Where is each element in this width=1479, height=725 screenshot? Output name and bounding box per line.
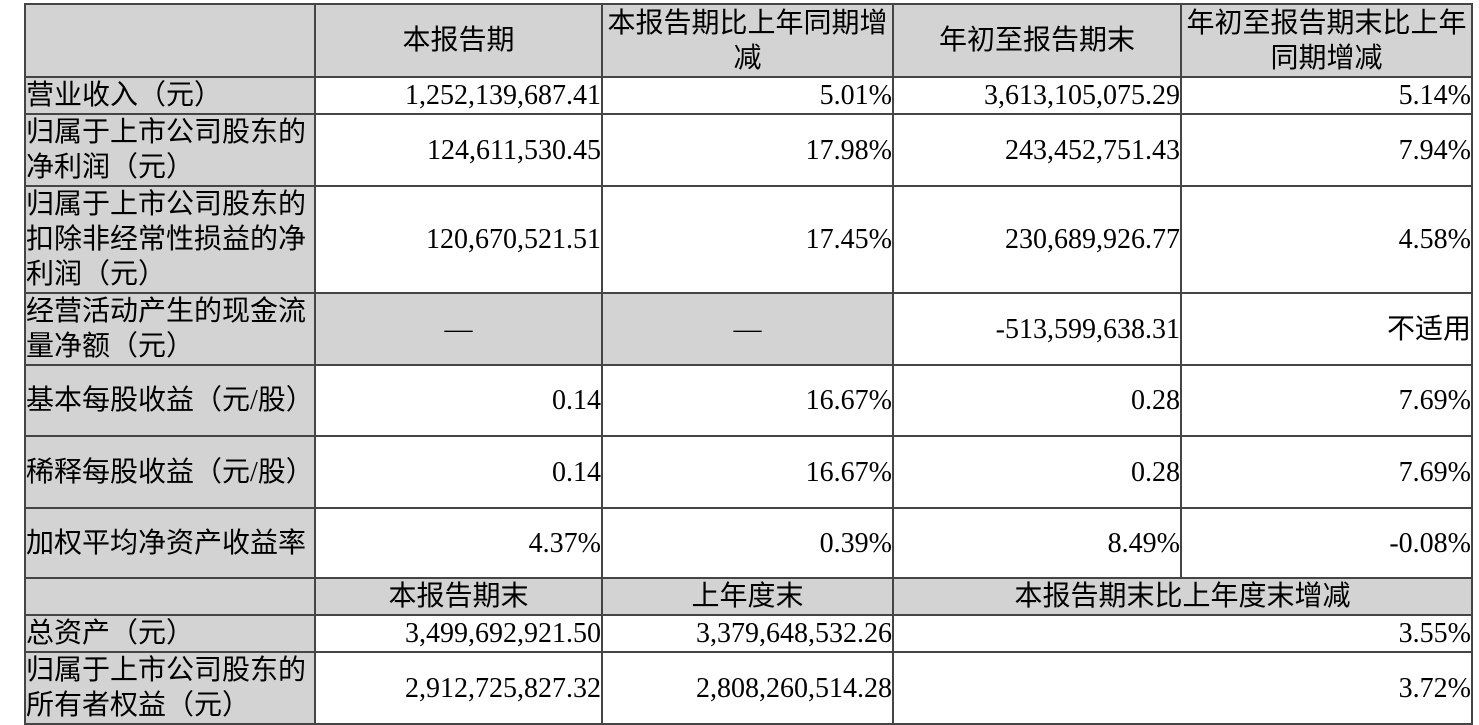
row-label: 归属于上市公司股东的扣除非经常性损益的净利润（元） (24, 185, 316, 294)
row-label: 归属于上市公司股东的所有者权益（元） (24, 651, 316, 725)
value-cell: 7.69% (1180, 435, 1473, 509)
value-cell: 4.37% (314, 507, 603, 579)
row-operating-cash-flow: 经营活动产生的现金流量净额（元） — — -513,599,638.31 不适用 (24, 292, 1473, 366)
row-owners-equity: 归属于上市公司股东的所有者权益（元） 2,912,725,827.32 2,80… (24, 651, 1473, 725)
subheader-cell-end-of-last-year: 上年度末 (601, 577, 894, 616)
value-cell: 5.01% (601, 76, 894, 115)
subheader-cell-blank (24, 577, 316, 616)
value-cell: 0.14 (314, 435, 603, 509)
value-cell: 0.28 (892, 364, 1182, 437)
value-cell: -0.08% (1180, 507, 1473, 579)
value-cell: 17.98% (601, 113, 894, 187)
row-net-profit-excl-nonrecurring: 归属于上市公司股东的扣除非经常性损益的净利润（元） 120,670,521.51… (24, 185, 1473, 294)
row-label: 基本每股收益（元/股） (24, 364, 316, 437)
row-label: 稀释每股收益（元/股） (24, 435, 316, 509)
header-row: 本报告期 本报告期比上年同期增减 年初至报告期末 年初至报告期末比上年同期增减 (24, 3, 1473, 78)
subheader-cell-period-vs-last-year-change: 本报告期末比上年度末增减 (892, 577, 1473, 616)
header-cell-current-period: 本报告期 (314, 3, 603, 78)
value-cell: 3.55% (892, 614, 1473, 653)
value-cell: 7.69% (1180, 364, 1473, 437)
value-cell: 243,452,751.43 (892, 113, 1182, 187)
value-cell: 8.49% (892, 507, 1182, 579)
value-cell: 3,499,692,921.50 (314, 614, 603, 653)
value-cell: 1,252,139,687.41 (314, 76, 603, 115)
value-cell: 4.58% (1180, 185, 1473, 294)
value-cell: 3.72% (892, 651, 1473, 725)
value-cell: -513,599,638.31 (892, 292, 1182, 366)
value-cell: 0.28 (892, 435, 1182, 509)
header-cell-current-period-yoy-change: 本报告期比上年同期增减 (601, 3, 894, 78)
subheader-cell-end-of-period: 本报告期末 (314, 577, 603, 616)
subheader-row: 本报告期末 上年度末 本报告期末比上年度末增减 (24, 577, 1473, 616)
row-label: 加权平均净资产收益率 (24, 507, 316, 579)
row-weighted-avg-roe: 加权平均净资产收益率 4.37% 0.39% 8.49% -0.08% (24, 507, 1473, 579)
value-cell: 3,613,105,075.29 (892, 76, 1182, 115)
value-cell: 0.39% (601, 507, 894, 579)
value-cell: 3,379,648,532.26 (601, 614, 894, 653)
value-cell: 120,670,521.51 (314, 185, 603, 294)
value-cell: 7.94% (1180, 113, 1473, 187)
value-cell: 16.67% (601, 435, 894, 509)
row-net-profit: 归属于上市公司股东的净利润（元） 124,611,530.45 17.98% 2… (24, 113, 1473, 187)
header-cell-year-to-date: 年初至报告期末 (892, 3, 1182, 78)
header-cell-blank (24, 3, 316, 78)
row-label: 归属于上市公司股东的净利润（元） (24, 113, 316, 187)
value-cell: 5.14% (1180, 76, 1473, 115)
value-cell: 2,912,725,827.32 (314, 651, 603, 725)
value-cell: 不适用 (1180, 292, 1473, 366)
value-cell-empty: — (314, 292, 603, 366)
row-label: 经营活动产生的现金流量净额（元） (24, 292, 316, 366)
value-cell: 16.67% (601, 364, 894, 437)
value-cell: 230,689,926.77 (892, 185, 1182, 294)
value-cell: 124,611,530.45 (314, 113, 603, 187)
row-label: 总资产（元） (24, 614, 316, 653)
header-cell-year-to-date-yoy-change: 年初至报告期末比上年同期增减 (1180, 3, 1473, 78)
value-cell: 17.45% (601, 185, 894, 294)
row-basic-eps: 基本每股收益（元/股） 0.14 16.67% 0.28 7.69% (24, 364, 1473, 437)
row-label: 营业收入（元） (24, 76, 316, 115)
row-operating-revenue: 营业收入（元） 1,252,139,687.41 5.01% 3,613,105… (24, 76, 1473, 115)
value-cell: 2,808,260,514.28 (601, 651, 894, 725)
value-cell-empty: — (601, 292, 894, 366)
row-total-assets: 总资产（元） 3,499,692,921.50 3,379,648,532.26… (24, 614, 1473, 653)
row-diluted-eps: 稀释每股收益（元/股） 0.14 16.67% 0.28 7.69% (24, 435, 1473, 509)
financial-summary-table: 本报告期 本报告期比上年同期增减 年初至报告期末 年初至报告期末比上年同期增减 … (24, 3, 1473, 725)
value-cell: 0.14 (314, 364, 603, 437)
